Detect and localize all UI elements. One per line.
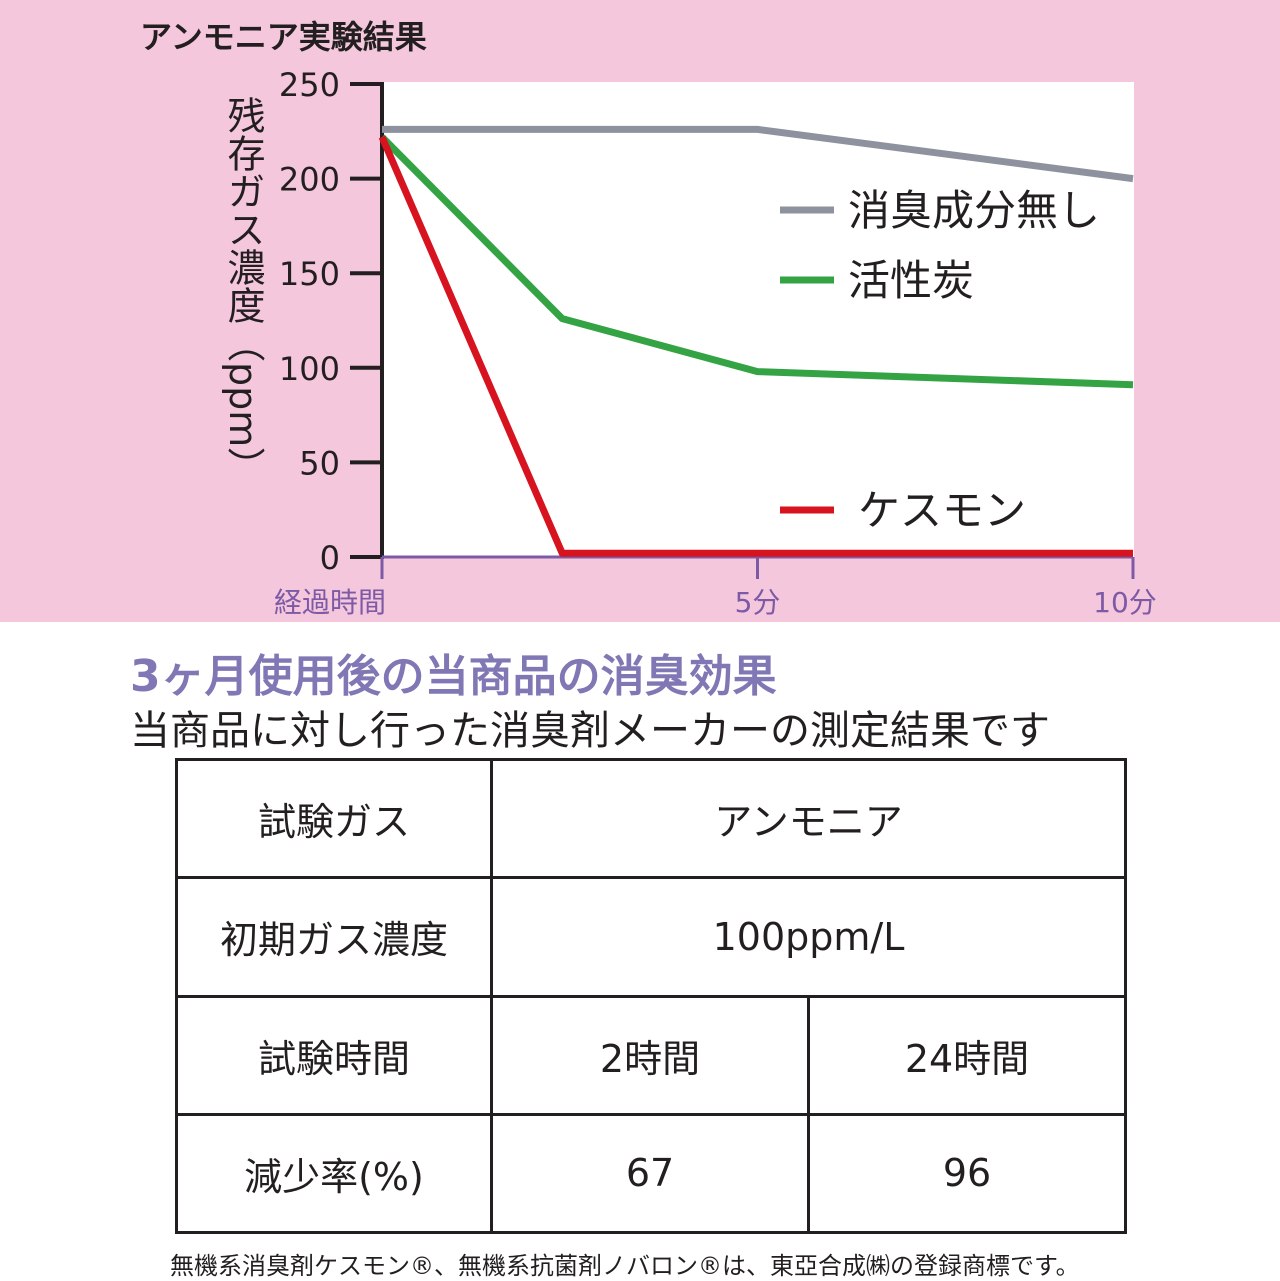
conc-label-cell: 初期ガス濃度: [177, 878, 492, 996]
x-tick-label: 10分: [1093, 586, 1157, 619]
time-value-cell-24h: 24時間: [809, 996, 1126, 1114]
footnote: 無機系消臭剤ケスモン®、無機系抗菌剤ノバロン®は、東亞合成㈱の登録商標です。: [170, 1246, 1080, 1281]
y-tick-label: 200: [279, 161, 340, 199]
y-tick-label: 150: [279, 255, 340, 293]
section-subtitle: 当商品に対し行った消臭剤メーカーの測定結果です: [130, 698, 1050, 756]
rate-value-cell-2h: 67: [492, 1114, 809, 1232]
time-value-cell-2h: 2時間: [492, 996, 809, 1114]
legend-label: 活性炭: [848, 256, 974, 305]
y-tick-label: 250: [279, 66, 340, 104]
y-tick-label: 0: [320, 539, 340, 577]
legend-label: 消臭成分無し: [848, 186, 1100, 235]
gas-value-cell: アンモニア: [492, 760, 1126, 878]
conc-value-cell: 100ppm/L: [492, 878, 1126, 996]
table-row-rate: 減少率(%) 67 96: [177, 1114, 1126, 1232]
rate-value-cell-24h: 96: [809, 1114, 1126, 1232]
x-tick-label: 5分: [735, 586, 781, 619]
spec-table: 試験ガス アンモニア 初期ガス濃度 100ppm/L 試験時間 2時間 24時間…: [175, 758, 1127, 1234]
section-title: 3ヶ月使用後の当商品の消臭効果: [130, 640, 777, 704]
table-row-concentration: 初期ガス濃度 100ppm/L: [177, 878, 1126, 996]
x-axis: 経過時間 5分 10分: [274, 557, 1157, 619]
time-label-cell: 試験時間: [177, 996, 492, 1114]
table-row-gas: 試験ガス アンモニア: [177, 760, 1126, 878]
x-tick-label: 経過時間: [274, 586, 386, 619]
y-axis: 0 50 100 150 200 250: [279, 66, 382, 577]
table-row-time: 試験時間 2時間 24時間: [177, 996, 1126, 1114]
gas-label-cell: 試験ガス: [177, 760, 492, 878]
rate-label-cell: 減少率(%): [177, 1114, 492, 1232]
y-tick-label: 100: [279, 350, 340, 388]
y-tick-label: 50: [299, 444, 340, 482]
legend-label: ケスモン: [858, 486, 1026, 535]
